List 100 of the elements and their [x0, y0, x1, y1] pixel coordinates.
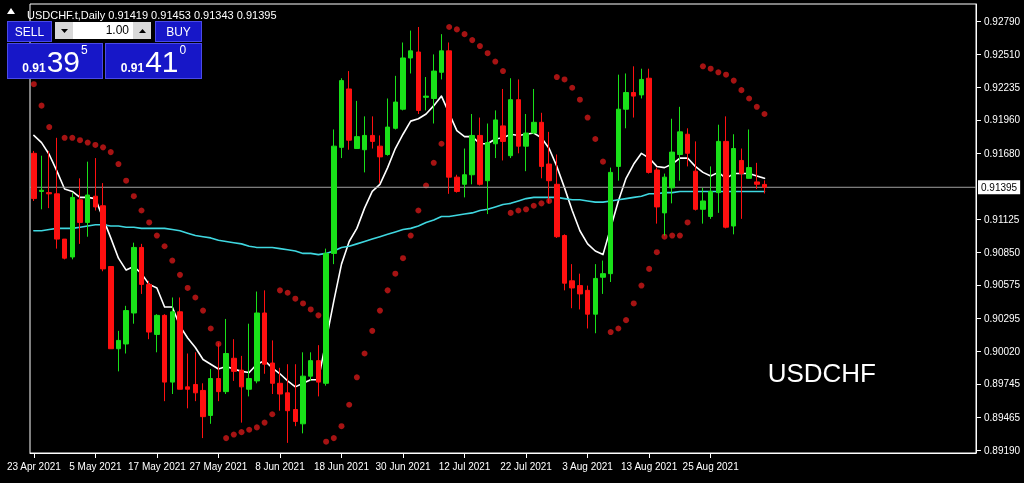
candlestick: [554, 154, 560, 239]
candlestick: [70, 192, 75, 260]
candlestick: [177, 296, 183, 390]
candlestick: [85, 161, 90, 238]
candlestick: [339, 77, 344, 159]
candlestick: [408, 30, 413, 74]
candlestick: [377, 134, 383, 184]
candlestick: [677, 106, 683, 182]
candlestick: [131, 242, 137, 325]
candlestick: [739, 148, 744, 220]
candlestick: [331, 128, 337, 265]
y-tick-label: 0.90295: [984, 312, 1021, 324]
candlestick: [170, 296, 175, 395]
y-tick-label: 0.91680: [984, 147, 1021, 159]
x-tick-label: 5 May 2021: [69, 460, 122, 472]
candlestick: [46, 150, 52, 209]
candlestick: [354, 100, 360, 150]
candlestick: [500, 88, 506, 161]
candlestick: [431, 53, 437, 125]
candlestick: [239, 355, 244, 424]
y-tick-label: 0.89190: [984, 444, 1021, 456]
x-tick-label: 18 Jun 2021: [313, 460, 370, 472]
candlestick: [477, 117, 483, 186]
candlestick: [208, 368, 213, 425]
x-tick-label: 27 May 2021: [189, 460, 248, 472]
candlestick: [231, 338, 237, 382]
candlestick: [485, 123, 490, 215]
candlestick: [523, 113, 529, 172]
candlestick: [77, 177, 83, 245]
x-tick-label: 23 Apr 2021: [6, 460, 62, 472]
x-tick-label: 30 Jun 2021: [375, 460, 431, 472]
candlestick: [454, 174, 460, 194]
candlestick: [423, 76, 429, 111]
candlestick: [254, 291, 260, 384]
candlestick: [293, 363, 298, 427]
candlestick: [116, 330, 121, 372]
candlestick: [462, 148, 467, 198]
candlestick: [469, 113, 475, 185]
candlestick: [270, 339, 275, 395]
candlestick: [539, 112, 544, 179]
candlestick: [669, 118, 675, 204]
annotation: BUY: [155, 21, 202, 42]
candlestick: [385, 98, 390, 157]
candlestick: [162, 313, 167, 402]
candlestick: [54, 137, 60, 250]
line-series: [33, 190, 766, 256]
candlestick: [308, 351, 313, 382]
candlestick: [693, 140, 698, 212]
chart-title: USDCHF.t,Daily 0.91419 0.91453 0.91343 0.91395: [27, 8, 277, 21]
candlestick: [639, 68, 644, 99]
candlestick: [716, 124, 721, 214]
candlestick: [316, 344, 321, 397]
y-tick-label: 0.91960: [984, 114, 1021, 126]
candlestick: [31, 150, 37, 202]
y-tick-label: 0.90850: [984, 246, 1021, 258]
candlestick: [154, 313, 160, 353]
candlestick: [393, 75, 398, 130]
candlestick: [708, 165, 713, 220]
candlestick: [439, 33, 444, 80]
candlestick: [493, 109, 498, 159]
ref-line-label: 0.91395: [981, 181, 1018, 193]
candlestick: [370, 115, 375, 150]
candlestick: [193, 351, 198, 402]
candlestick: [62, 238, 67, 260]
y-tick-label: 0.92235: [984, 81, 1021, 93]
x-tick-label: 17 May 2021: [127, 460, 187, 472]
candlestick: [362, 115, 367, 173]
annotation: SELL: [7, 21, 52, 42]
candlestick: [285, 363, 290, 444]
x-tick-label: 25 Aug 2021: [682, 460, 740, 472]
candlestick: [631, 65, 636, 119]
candlestick: [300, 351, 306, 434]
candlestick: [416, 26, 421, 115]
y-tick-label: 0.89745: [984, 378, 1021, 390]
candlestick: [400, 41, 406, 111]
candlestick: [516, 78, 521, 154]
candlestick: [200, 382, 206, 439]
candlestick: [654, 167, 660, 225]
y-tick-label: 0.90020: [984, 345, 1021, 357]
candlestick: [262, 289, 267, 375]
candlestick: [100, 182, 106, 272]
candlestick: [608, 167, 613, 283]
x-tick-label: 13 Aug 2021: [621, 460, 678, 472]
candlestick: [277, 367, 283, 412]
candlestick: [323, 248, 329, 387]
candlestick: [123, 305, 129, 354]
x-tick-label: 3 Aug 2021: [562, 460, 614, 472]
candlestick: [531, 88, 537, 135]
candlestick: [662, 173, 667, 237]
candlestick: [139, 243, 144, 295]
candlestick: [146, 280, 152, 340]
candlestick: [754, 162, 760, 190]
candlestick: [685, 127, 690, 167]
y-tick-label: 0.92510: [984, 48, 1021, 60]
candlestick: [508, 77, 513, 159]
annotation: USDCHF: [767, 358, 877, 388]
candlestick: [700, 187, 706, 225]
candlestick: [723, 115, 729, 229]
candlestick: [346, 70, 352, 151]
candlestick: [93, 157, 98, 212]
